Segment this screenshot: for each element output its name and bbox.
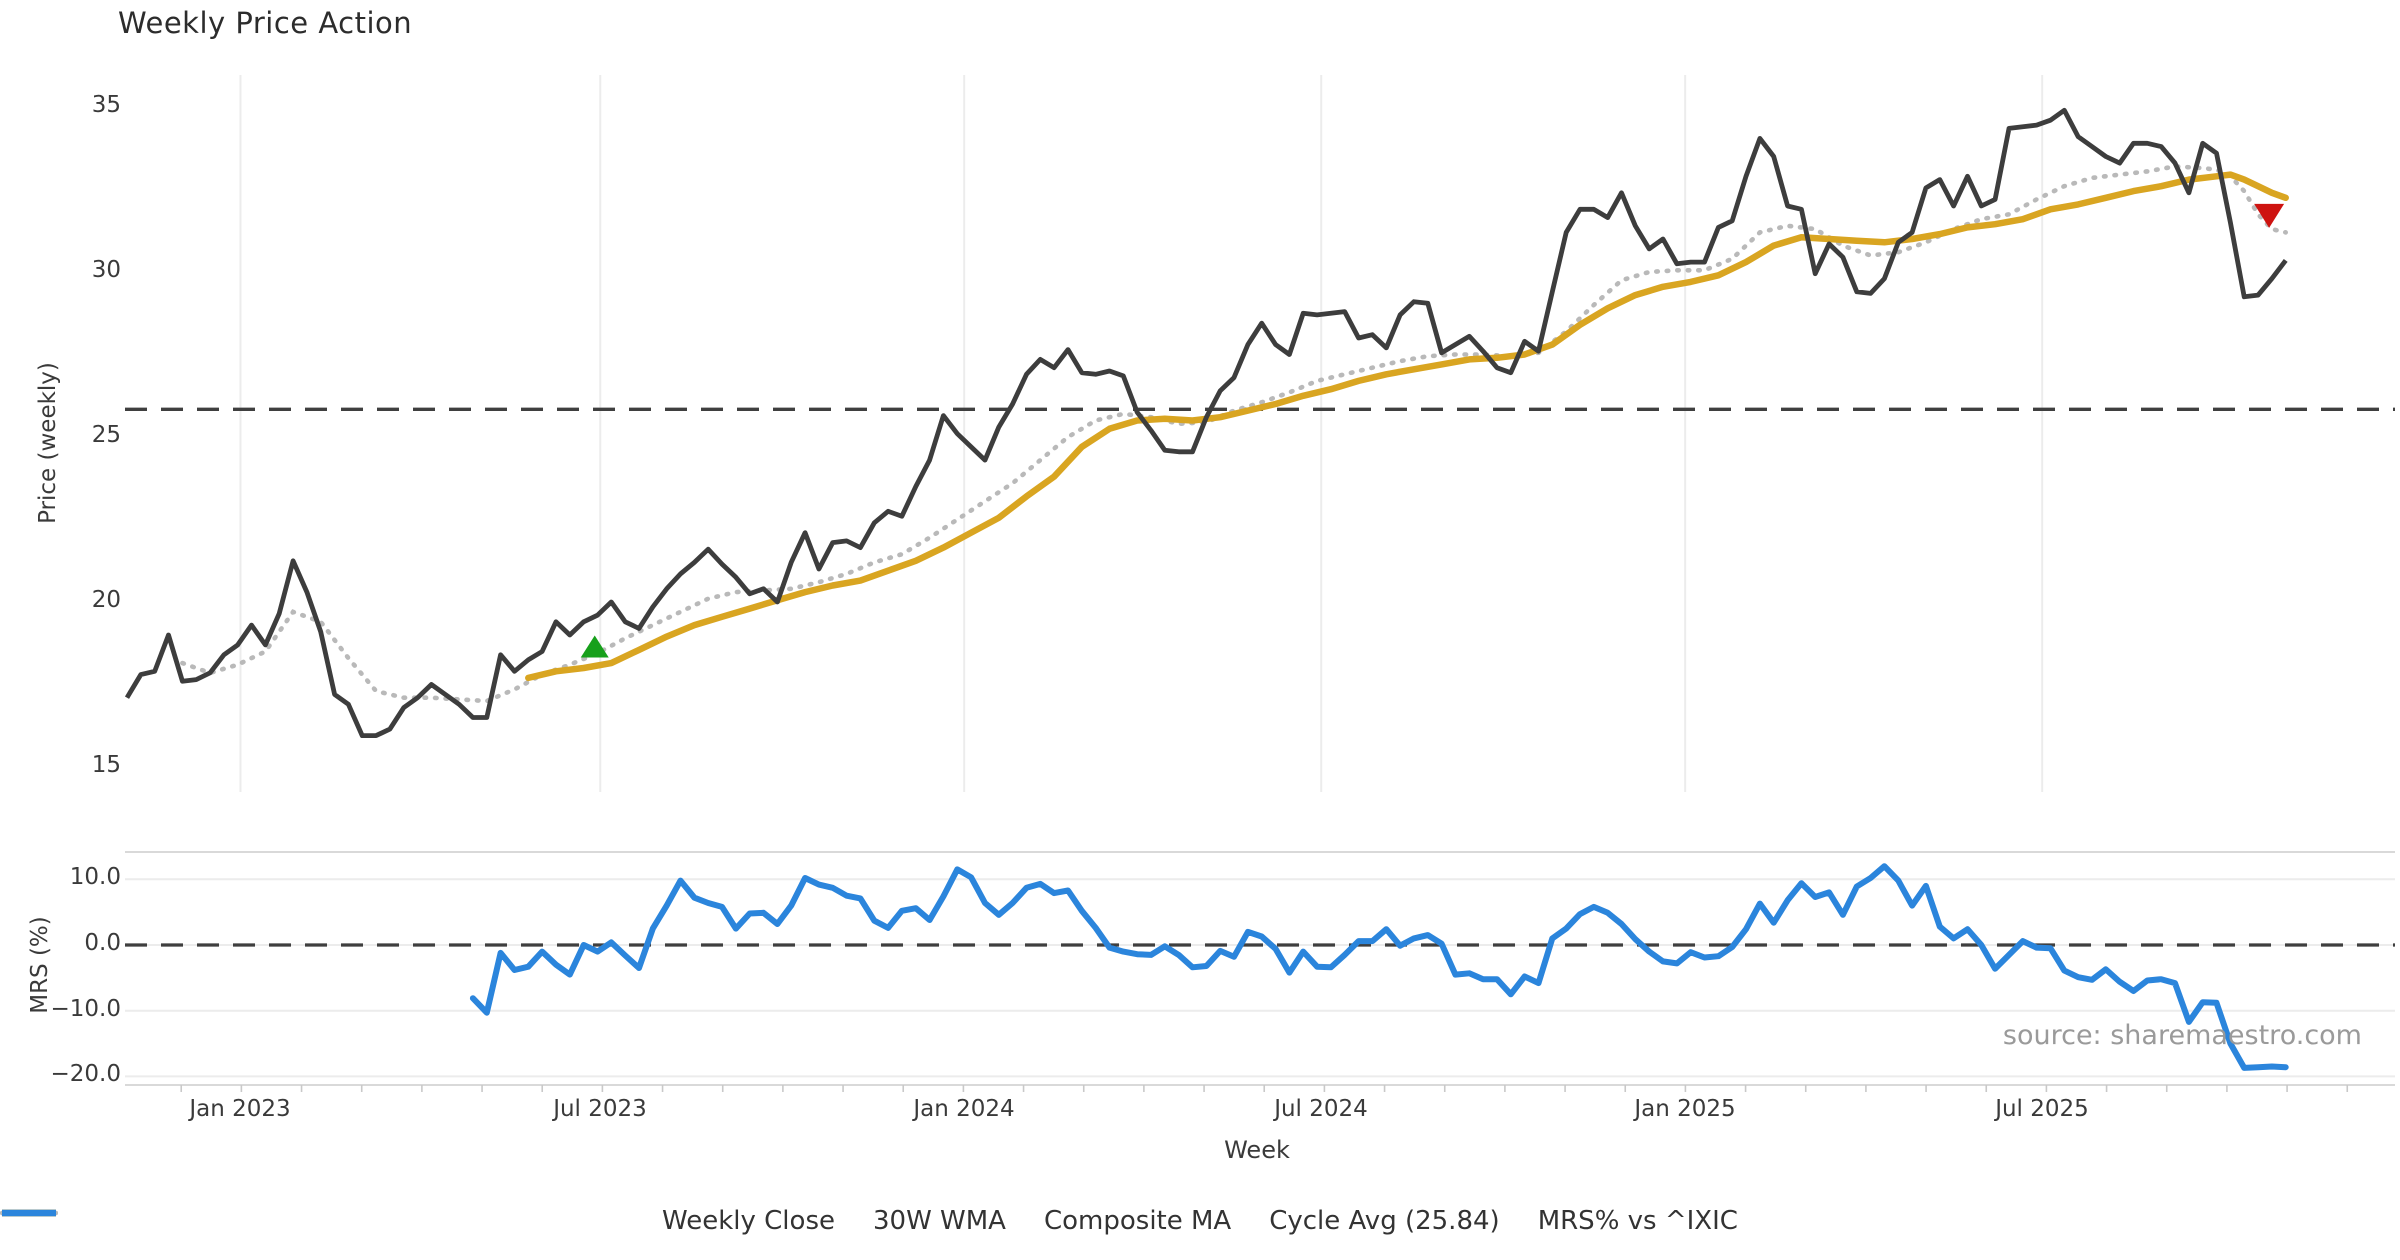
buy-signal-marker xyxy=(580,635,609,658)
x-tick-label: Jan 2025 xyxy=(1634,1096,1736,1122)
price-tick-label: 30 xyxy=(91,257,121,283)
wma-30w-line xyxy=(525,171,2289,682)
chart-legend: Weekly Close 30W WMA Composite MA Cycle Avg… xyxy=(0,1206,2400,1236)
x-tick-label: Jul 2025 xyxy=(1995,1096,2089,1122)
legend-item-composite-ma: Composite MA xyxy=(0,1206,1232,1236)
price-tick-label: 20 xyxy=(91,587,121,613)
mrs-line xyxy=(469,863,2289,1071)
legend-label: MRS% vs ^IXIC xyxy=(1537,1206,1738,1236)
mrs-tick-label: 0.0 xyxy=(84,930,121,956)
price-tick-label: 25 xyxy=(91,422,121,448)
legend-item-weekly-close: Weekly Close xyxy=(2,1206,835,1236)
legend-swatch xyxy=(2,1209,56,1217)
mrs-tick-label: −20.0 xyxy=(50,1061,121,1087)
source-credit: source: sharemaestro.com xyxy=(2002,1020,2362,1051)
legend-item-cycle-avg-25-84-: Cycle Avg (25.84) xyxy=(2,1206,1500,1236)
legend-item-mrs-vs-ixic: MRS% vs ^IXIC xyxy=(2,1206,1738,1236)
week-axis-label: Week xyxy=(1224,1136,1290,1164)
mrs-tick-label: 10.0 xyxy=(69,864,121,890)
page-title: Weekly Price Action xyxy=(118,6,413,40)
weekly-close-line xyxy=(124,107,2288,738)
composite-ma-line xyxy=(180,164,2288,704)
x-tick-label: Jul 2023 xyxy=(553,1096,647,1122)
sell-signal-marker xyxy=(2254,203,2285,228)
x-tick-label: Jan 2023 xyxy=(189,1096,291,1122)
legend-label: Composite MA xyxy=(1043,1206,1232,1236)
legend-item-30w-wma: 30W WMA xyxy=(2,1206,1006,1236)
legend-label: Weekly Close xyxy=(662,1206,835,1236)
mrs-tick-label: −10.0 xyxy=(50,996,121,1022)
legend-label: 30W WMA xyxy=(872,1206,1006,1236)
x-tick-label: Jul 2024 xyxy=(1274,1096,1368,1122)
price-tick-label: 35 xyxy=(91,92,121,118)
price-tick-label: 15 xyxy=(91,752,121,778)
legend-label: Cycle Avg (25.84) xyxy=(1269,1206,1500,1236)
x-tick-label: Jan 2024 xyxy=(913,1096,1015,1122)
